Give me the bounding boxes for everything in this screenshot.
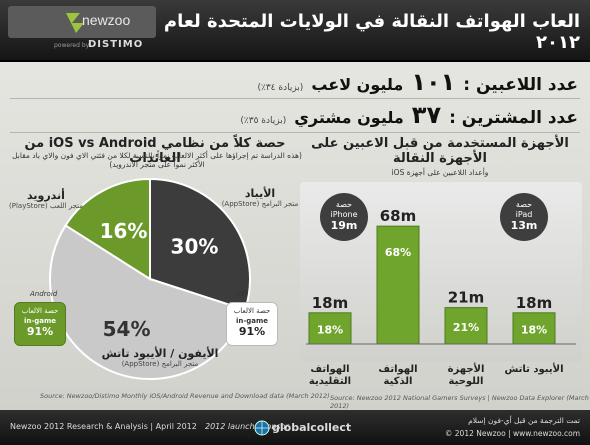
pie-subtitle: (هذه الدراسة تم إجراؤها على أكثر الالعاب…: [12, 151, 302, 169]
os-ios-tag: iOS: [236, 290, 248, 298]
label-iphone: الأيفون / الأيبود تاتش متجر البرامج (App…: [95, 348, 225, 370]
badge-android-ingame: حصة الالعاب in-game 91%: [14, 302, 66, 346]
label-iphone-title: الأيفون / الأيبود تاتش: [101, 347, 219, 360]
badge-ios-label: حصة الالعاب: [233, 307, 271, 315]
footer-research: Newzoo 2012 Research & Analysis | April …: [10, 422, 197, 431]
stat-payers-unit: مليون مشتري: [294, 108, 404, 127]
pie-chart: 30% 54% 16%: [40, 168, 260, 390]
bar-x-label-1: الهواتف الذكية: [378, 364, 418, 387]
pie-source: Source: Newzoo/Distimo Monthly iOS/Andro…: [40, 392, 330, 400]
bar-value-label-0: 18m: [312, 294, 349, 312]
badge-ios-type: in-game: [235, 317, 269, 325]
newzoo-logo-icon: [66, 13, 84, 33]
callout-ipad-name: iPad: [515, 210, 533, 219]
divider: [10, 98, 580, 99]
footer-sponsor: 2012 launch sponsor: [205, 422, 289, 431]
globe-icon: [254, 420, 270, 436]
bar-title: الأجهزة المستخدمة من قبل الاعبين على الأ…: [311, 136, 569, 166]
logo-partner: DISTIMO: [88, 39, 144, 50]
bar-0: [308, 312, 352, 345]
bar-x-label-2: الأجهزة اللوحية: [447, 364, 485, 387]
callout-iphone: حصة iPhone 19m: [320, 193, 368, 241]
stat-players-value: ١٠١: [411, 68, 456, 96]
bar-percent-label-1: 68%: [385, 246, 411, 259]
header-bar: newzoo powered by DISTIMO العاب الهواتف …: [0, 0, 590, 62]
label-android-title: أندرويد: [27, 189, 65, 202]
stat-players: عدد اللاعبين : ١٠١ مليون لاعب (بزيادة ٣٤…: [8, 68, 578, 96]
label-iphone-sub: متجر البرامج (AppStore): [121, 360, 199, 368]
footer-translation: تمت الترجمة من قبل أي-فون إسلام: [468, 416, 580, 425]
bar-x-label-3: الأيبود تاتش: [504, 364, 564, 375]
label-ipad: الأيباد متجر البرامج (AppStore): [220, 188, 300, 210]
label-android-sub: متجر اللعب (PlayStore): [9, 202, 83, 210]
footer-copyright: © 2012 Newzoo | www.newzoo.com: [444, 429, 580, 438]
bar-svg: 18% 18m 68% 68m 21% 21m 18% 18m: [306, 207, 576, 345]
pie-svg: 30% 54% 16%: [49, 177, 251, 380]
bar-value-label-2: 21m: [448, 289, 485, 307]
stat-payers-value: ٣٧: [411, 101, 442, 129]
callout-ipad-value: 13m: [510, 219, 538, 232]
page-title: العاب الهواتف النقالة في الولايات المتحد…: [163, 11, 580, 53]
badge-ios-pct: 91%: [238, 325, 266, 338]
stat-payers: عدد المشترين : ٣٧ مليون مشتري (بزيادة ٣٥…: [8, 101, 578, 129]
bar-percent-label-2: 21%: [453, 321, 479, 334]
label-android: أندرويد متجر اللعب (PlayStore): [6, 190, 86, 212]
badge-android-type: in-game: [23, 317, 57, 325]
pie-slice-label-2: 16%: [100, 219, 148, 243]
bar-2: [444, 307, 488, 345]
callout-ipad-label: حصة: [515, 200, 533, 209]
bar-value-label-3: 18m: [516, 294, 553, 312]
callout-iphone-name: iPhone: [330, 210, 358, 219]
label-ipad-title: الأيباد: [244, 187, 276, 200]
pie-slice-0: [149, 177, 251, 312]
bar-percent-label-0: 18%: [317, 323, 343, 336]
label-ipad-sub: متجر البرامج (AppStore): [221, 200, 299, 208]
footer-global-logo: globalcollect: [272, 421, 352, 434]
pie-slice-1: [49, 224, 247, 380]
stat-players-note: (بزيادة ٣٤٪): [257, 83, 304, 93]
bar-subtitle: وأعداد اللاعبين على أجهزة iOS: [391, 168, 489, 177]
badge-android-label: حصة الالعاب: [21, 307, 59, 315]
bar-value-label-1: 68m: [380, 207, 417, 225]
pie-slice-2: [64, 177, 151, 281]
os-android-tag: Android: [30, 290, 58, 298]
stat-payers-note: (بزيادة ٣٥٪): [240, 116, 287, 126]
stat-players-label: عدد اللاعبين :: [463, 75, 578, 95]
badge-android-pct: 91%: [26, 325, 54, 338]
logo-box: [8, 6, 156, 38]
stat-payers-label: عدد المشترين :: [449, 108, 578, 128]
badge-ios-ingame: حصة الالعاب in-game 91%: [226, 302, 278, 346]
logo-name: newzoo: [82, 12, 131, 28]
divider: [10, 132, 580, 133]
pie-slice-label-1: 54%: [103, 317, 151, 341]
bar-1: [376, 225, 420, 345]
logo-powered: powered by: [54, 42, 90, 49]
bar-x-label-0: الهواتف التقليدية: [308, 364, 352, 387]
callout-iphone-value: 19m: [330, 219, 358, 232]
newzoo-logo: newzoo powered by DISTIMO: [8, 6, 156, 56]
pie-slice-label-0: 30%: [171, 235, 219, 259]
pie-title: حصة كلاً من نظامي iOS vs Android من العا…: [24, 136, 286, 166]
footer: Newzoo 2012 Research & Analysis | April …: [0, 410, 590, 445]
bar-percent-label-3: 18%: [521, 323, 547, 336]
bar-source: Source: Newzoo 2012 National Gamers Surv…: [330, 394, 589, 410]
callout-ipad: حصة iPad 13m: [500, 193, 548, 241]
stat-players-unit: مليون لاعب: [311, 75, 404, 94]
callout-iphone-label: حصة: [335, 200, 353, 209]
